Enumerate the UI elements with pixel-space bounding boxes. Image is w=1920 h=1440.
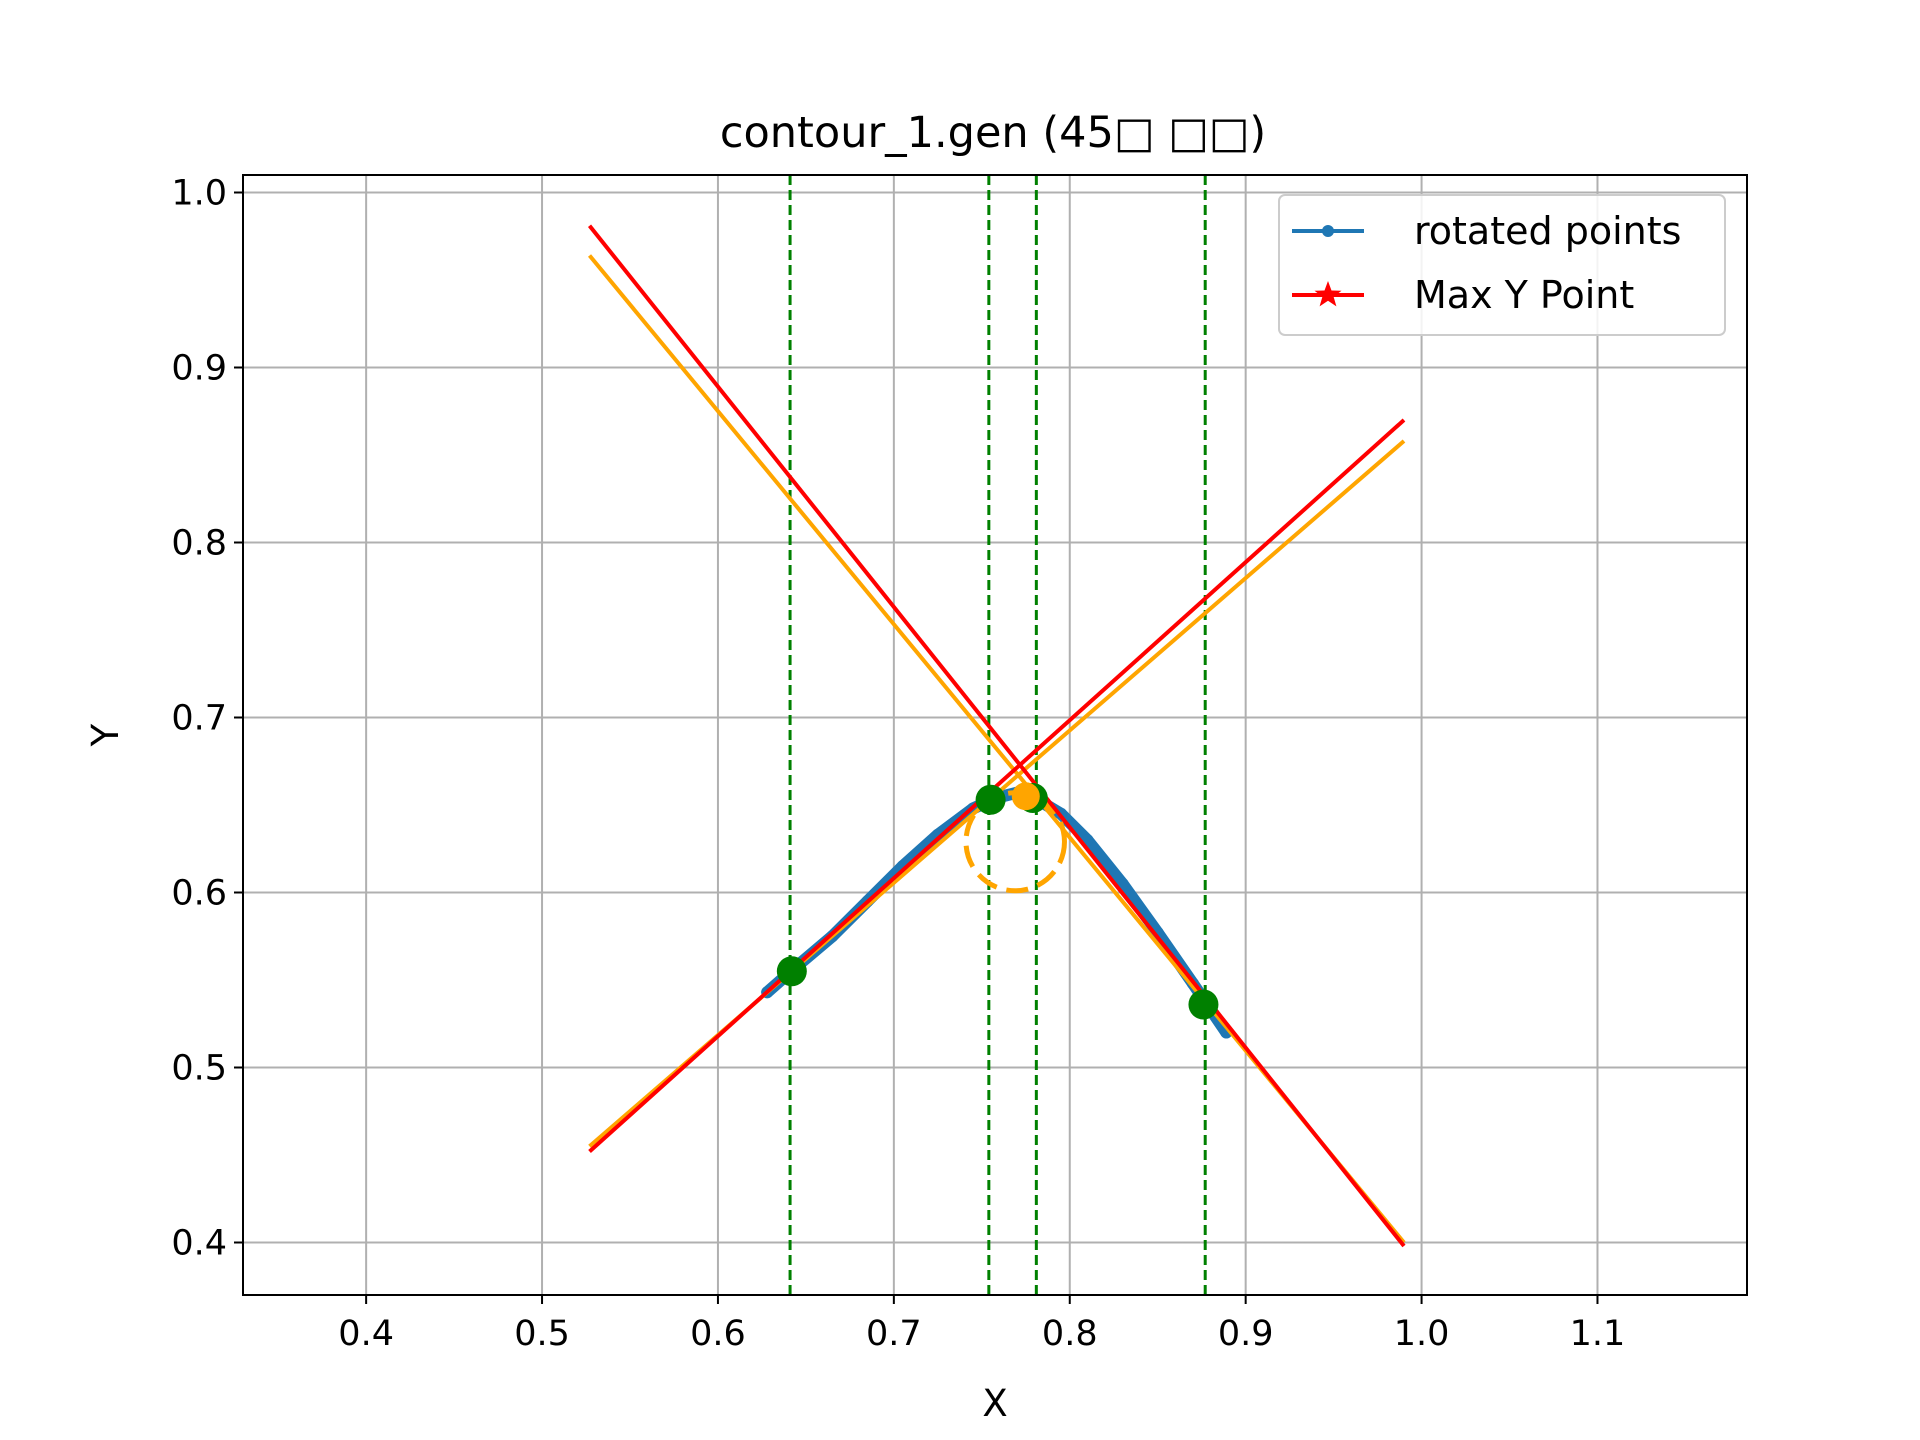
- orange-point: [1011, 782, 1040, 811]
- red-fit-line: [588, 418, 1406, 1153]
- x-tick-label: 0.7: [866, 1314, 922, 1354]
- plot-frame: [242, 174, 1748, 1296]
- green-marked-point: [776, 956, 807, 987]
- plot-area: [587, 175, 1406, 1295]
- legend-label-max-y-point: Max Y Point: [1414, 273, 1634, 317]
- y-tick-label: 0.4: [171, 1224, 227, 1264]
- y-tick-label: 0.8: [171, 524, 227, 564]
- legend: rotated points Max Y Point: [1278, 194, 1726, 336]
- grid: [243, 175, 1747, 1295]
- x-tick-label: 0.6: [690, 1314, 746, 1354]
- x-tick-label: 0.5: [514, 1314, 570, 1354]
- x-tick-label: 0.9: [1218, 1314, 1274, 1354]
- legend-marker-rotated-points: [1322, 225, 1334, 237]
- green-marked-point: [1188, 989, 1219, 1020]
- legend-marker-max-y-point: [1314, 281, 1342, 307]
- green-marked-point: [975, 784, 1006, 815]
- y-tick-label: 0.6: [171, 874, 227, 914]
- x-tick-label: 1.0: [1394, 1314, 1450, 1354]
- legend-box: [1278, 194, 1726, 336]
- x-axis: 0.4 0.5 0.6 0.7 0.8 0.9 1.0 1.1: [338, 1295, 1625, 1354]
- y-tick-label: 1.0: [171, 174, 227, 214]
- y-axis-label: Y: [84, 723, 127, 747]
- legend-label-rotated-points: rotated points: [1414, 209, 1681, 253]
- x-tick-label: 1.1: [1570, 1314, 1626, 1354]
- y-axis: 0.4 0.5 0.6 0.7 0.8 0.9 1.0: [171, 174, 243, 1264]
- red-fit-line: [587, 224, 1406, 1248]
- chart-title: contour_1.gen (45□ □□): [720, 108, 1266, 158]
- y-tick-label: 0.9: [171, 349, 227, 389]
- y-tick-label: 0.5: [171, 1049, 227, 1089]
- x-axis-label: X: [982, 1382, 1007, 1425]
- x-tick-label: 0.4: [338, 1314, 394, 1354]
- x-tick-label: 0.8: [1042, 1314, 1098, 1354]
- y-tick-label: 0.7: [171, 699, 227, 739]
